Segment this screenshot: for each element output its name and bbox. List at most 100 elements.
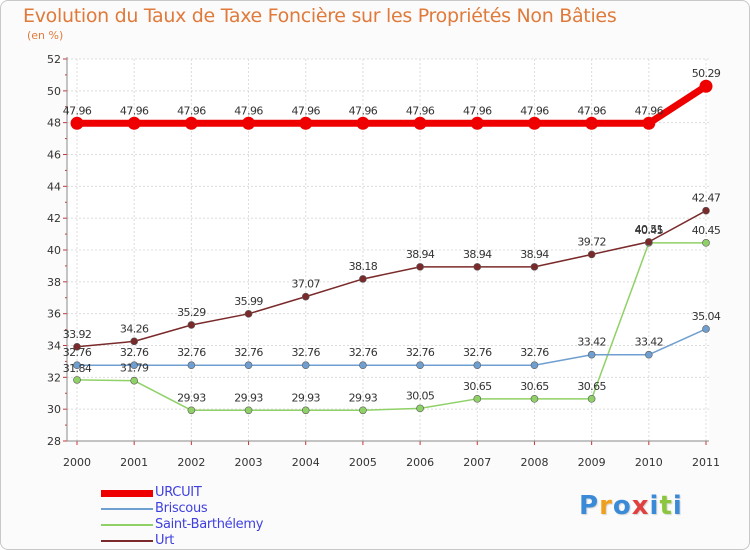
x-tick-label: 2002 [177, 456, 205, 469]
data-point [416, 263, 424, 271]
data-point [70, 116, 84, 130]
data-point [244, 310, 253, 318]
y-tick-label: 44 [47, 180, 61, 193]
data-point [73, 376, 81, 384]
data-point [585, 116, 599, 130]
data-label: 47.96 [177, 104, 206, 117]
y-tick-label: 38 [47, 276, 61, 289]
data-point [413, 116, 427, 130]
y-tick-label: 28 [47, 435, 61, 448]
data-label: 35.99 [234, 295, 263, 308]
proxiti-logo: Proxiti [579, 491, 683, 521]
data-point [130, 376, 138, 385]
data-label: 29.93 [234, 391, 263, 404]
data-label: 47.96 [406, 104, 435, 117]
data-label: 30.65 [463, 380, 492, 393]
logo-letter: i [649, 491, 660, 521]
data-point [73, 361, 81, 370]
data-label: 38.18 [349, 260, 378, 273]
logo-letter: t [659, 491, 673, 521]
data-point [359, 361, 367, 370]
y-axis-label: (en %) [27, 29, 64, 42]
data-label: 47.96 [120, 104, 149, 117]
series-line-saint-barthélemy [76, 242, 706, 412]
data-point [530, 361, 539, 370]
data-label: 31.84 [63, 362, 92, 375]
data-label: 31.79 [120, 362, 149, 375]
x-tick-label: 2007 [463, 456, 491, 469]
legend-label: Urt [155, 533, 175, 548]
data-point [473, 263, 482, 271]
data-label: 38.94 [520, 248, 549, 261]
data-point [301, 361, 310, 370]
y-tick-label: 34 [47, 340, 61, 353]
data-point [130, 361, 138, 370]
data-label: 33.42 [577, 336, 606, 349]
data-label: 30.05 [406, 389, 435, 402]
data-point [416, 404, 424, 413]
y-tick-label: 50 [47, 85, 61, 98]
x-tick-label: 2004 [292, 456, 320, 469]
x-tick-label: 2010 [635, 456, 663, 469]
x-tick-label: 2011 [692, 456, 720, 469]
data-label: 29.93 [349, 391, 378, 404]
data-point [242, 116, 256, 130]
data-label: 47.96 [349, 104, 378, 117]
data-label: 32.76 [406, 346, 435, 359]
data-label: 33.42 [635, 336, 664, 349]
data-point [642, 116, 656, 130]
data-point [416, 361, 424, 370]
data-label: 32.76 [291, 346, 320, 359]
data-point [244, 406, 253, 415]
data-label: 30.65 [520, 380, 549, 393]
logo-letter: r [599, 491, 613, 521]
y-tick-label: 32 [47, 371, 61, 384]
data-point [73, 342, 81, 351]
data-label: 33.92 [63, 328, 92, 341]
data-label: 47.96 [291, 104, 320, 117]
x-tick-label: 2005 [349, 456, 377, 469]
data-point [473, 361, 482, 370]
data-label: 32.76 [177, 346, 206, 359]
data-point [184, 116, 198, 130]
x-tick-label: 2000 [63, 456, 91, 469]
legend-swatch [101, 540, 153, 542]
y-tick-label: 46 [47, 149, 61, 162]
data-label: 32.76 [234, 346, 263, 359]
data-label: 29.93 [291, 391, 320, 404]
legend-swatch [101, 508, 153, 510]
data-point [645, 350, 653, 359]
data-point [530, 263, 539, 271]
data-point [702, 325, 710, 333]
data-label: 47.96 [63, 104, 92, 117]
data-point [473, 395, 482, 403]
legend-label: Briscous [155, 501, 208, 516]
data-label: 40.45 [692, 224, 721, 237]
series-line-urt [76, 210, 707, 348]
data-label: 35.29 [177, 306, 206, 319]
y-tick-label: 42 [47, 212, 61, 225]
data-point [299, 116, 313, 130]
data-point [127, 116, 141, 130]
y-tick-label: 48 [47, 117, 61, 130]
data-label: 37.07 [291, 278, 320, 291]
data-label: 34.26 [120, 322, 149, 335]
x-tick-label: 2001 [120, 456, 148, 469]
data-label: 30.65 [577, 380, 606, 393]
data-label: 40.45 [635, 224, 664, 237]
y-tick-label: 36 [47, 308, 61, 321]
data-point [530, 395, 539, 403]
data-point [356, 116, 370, 130]
data-label: 32.76 [463, 346, 492, 359]
legend-swatch [101, 490, 153, 497]
data-point [699, 79, 713, 93]
legend-swatch [101, 524, 153, 526]
data-point [244, 361, 253, 370]
legend-label: Saint-Barthélemy [155, 517, 264, 532]
data-label: 32.76 [349, 346, 378, 359]
chart-title: Evolution du Taux de Taxe Foncière sur l… [23, 5, 617, 27]
data-point [527, 116, 541, 130]
data-label: 32.76 [120, 346, 149, 359]
